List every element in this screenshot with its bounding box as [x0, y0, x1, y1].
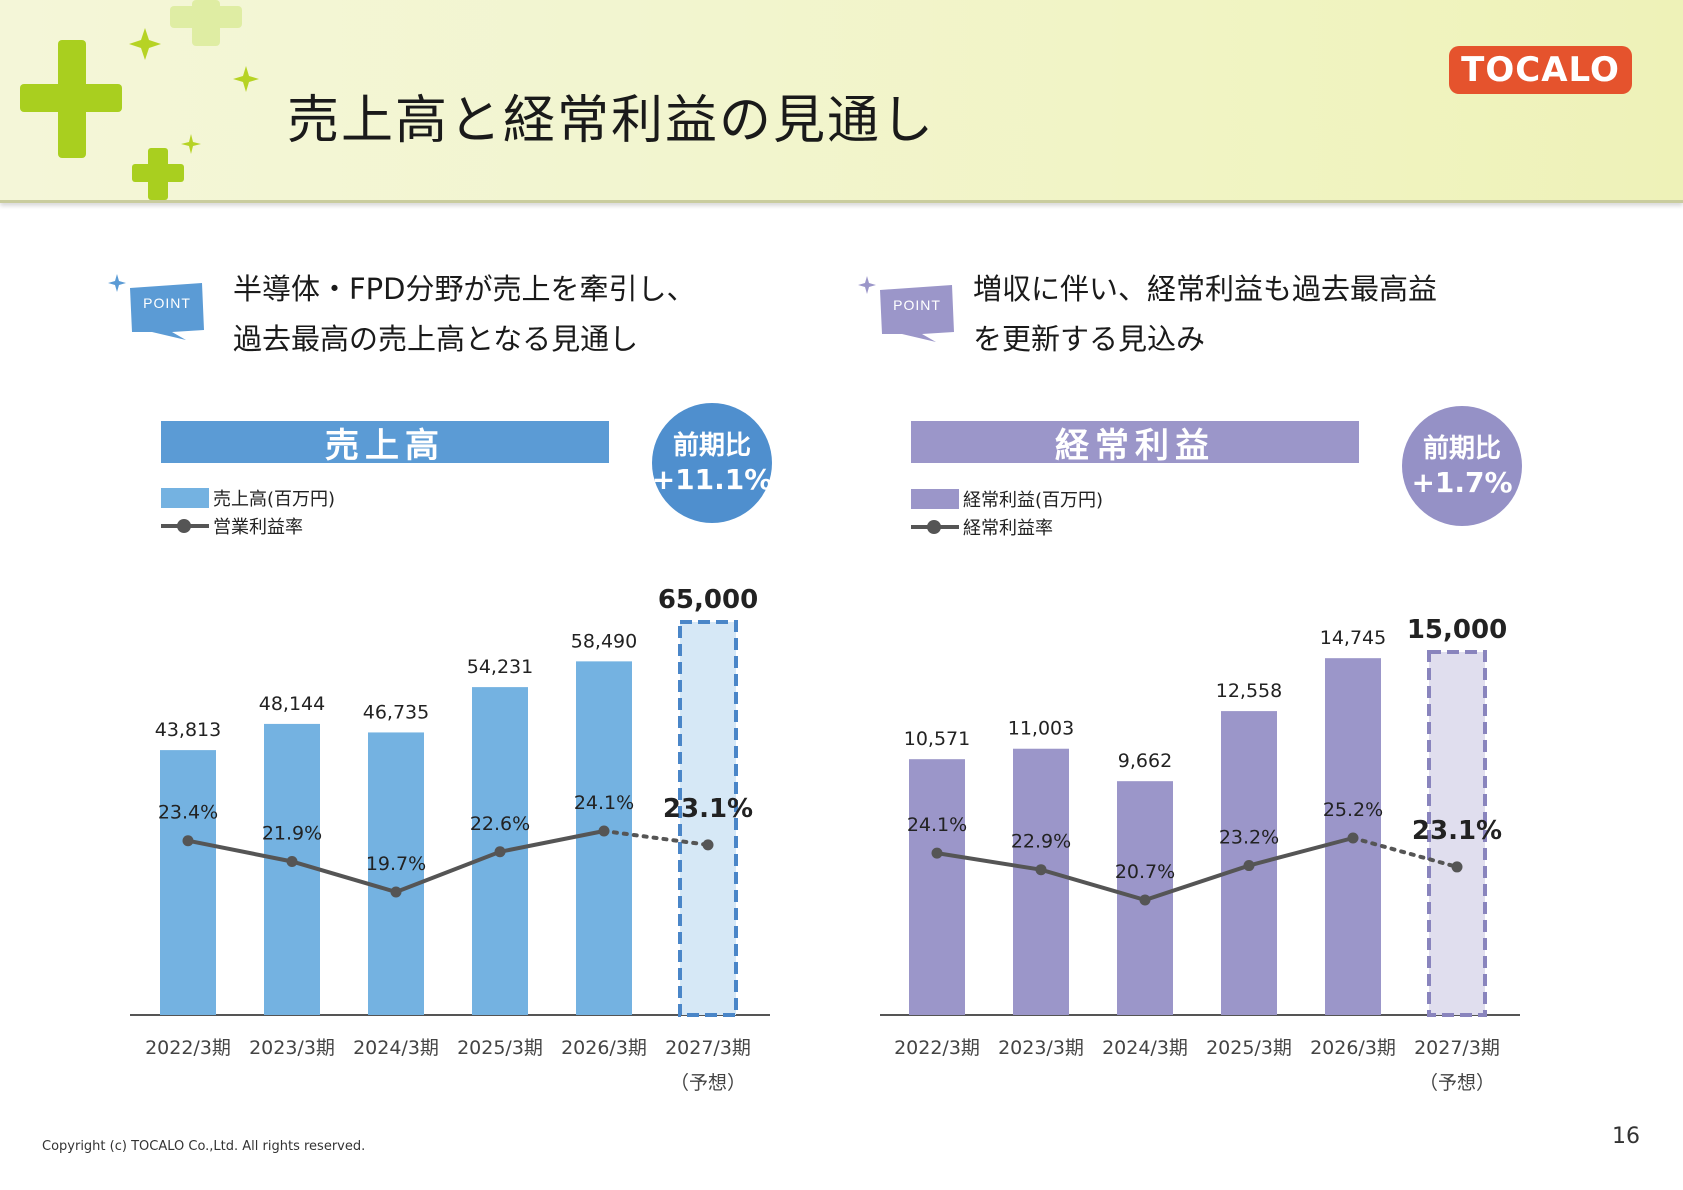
company-logo: TOCALO — [1449, 46, 1632, 94]
point-right-line-2: を更新する見込み — [973, 322, 1206, 356]
profit-growth-badge: 前期比 +1.7% — [1402, 406, 1522, 526]
sales-bar-0 — [160, 750, 216, 1015]
page-number: 16 — [1612, 1124, 1640, 1149]
sales-category-label-3: 2025/3期 — [457, 1037, 543, 1059]
profit-legend-bar-swatch — [911, 489, 959, 509]
sales-bar-label-2: 46,735 — [363, 701, 429, 723]
sales-chart: 43,813 2022/3期 48,144 2023/3期 46,735 2024/3期 5… — [130, 585, 770, 1094]
sales-chart-title: 売上高 — [161, 421, 609, 466]
profit-line-point-2 — [1139, 894, 1151, 906]
profit-line-label-1: 22.9% — [1011, 831, 1071, 853]
sales-line-point-5 — [702, 839, 714, 851]
point-right-line-1: 増収に伴い、経常利益も過去最高益 — [973, 272, 1438, 306]
profit-category-label-2: 2024/3期 — [1102, 1037, 1188, 1059]
profit-line-label-2: 20.7% — [1115, 861, 1175, 883]
page-title: 売上高と経常利益の見通し — [287, 91, 936, 151]
sales-legend-bar-swatch — [161, 488, 209, 508]
profit-line-label-0: 24.1% — [907, 814, 967, 836]
sales-badge-value: +11.1% — [651, 463, 773, 496]
profit-bar-5 — [1427, 650, 1487, 1017]
point-right-text: 増収に伴い、経常利益も過去最高益 を更新する見込み — [973, 264, 1437, 364]
sales-bar-4 — [576, 661, 632, 1015]
profit-bar-0 — [909, 759, 965, 1015]
profit-legend-bar-label: 経常利益(百万円) — [963, 490, 1104, 511]
profit-category-label-0: 2022/3期 — [894, 1037, 980, 1059]
sales-line-point-3 — [494, 846, 506, 858]
sales-bar-label-0: 43,813 — [155, 719, 221, 741]
sales-line-label-5: 23.1% — [663, 794, 753, 824]
sales-growth-badge: 前期比 +11.1% — [652, 403, 772, 523]
sales-line-point-1 — [286, 856, 298, 867]
point-left-line-2: 過去最高の売上高となる見通し — [233, 322, 639, 356]
sales-line-label-1: 21.9% — [262, 823, 322, 845]
point-right-icon: POINT — [858, 276, 954, 342]
sales-line-label-2: 19.7% — [366, 853, 426, 875]
sales-legend-line-swatch — [161, 516, 209, 536]
profit-chart-title: 経常利益 — [911, 421, 1359, 466]
profit-category-label-3: 2025/3期 — [1206, 1037, 1292, 1059]
point-left-icon: POINT — [108, 274, 204, 340]
profit-line-label-3: 23.2% — [1219, 827, 1279, 849]
profit-legend-line-swatch — [911, 517, 959, 537]
profit-line-point-1 — [1035, 864, 1047, 876]
sales-forecast-note: （予想） — [670, 1072, 746, 1094]
sales-line-forecast — [602, 829, 710, 847]
profit-line-label-4: 25.2% — [1323, 799, 1383, 821]
point-left-label: POINT — [143, 295, 191, 311]
sales-bar-label-1: 48,144 — [259, 693, 325, 715]
sales-line-point-0 — [182, 835, 194, 847]
profit-bar-label-1: 11,003 — [1008, 718, 1074, 740]
sales-bar-5 — [678, 620, 738, 1017]
profit-chart: 10,571 2022/3期 11,003 2023/3期 9,662 2024/3期 12… — [880, 615, 1520, 1094]
profit-badge-value: +1.7% — [1411, 466, 1513, 499]
profit-line-point-3 — [1243, 860, 1255, 872]
profit-line-point-5 — [1451, 861, 1463, 873]
profit-legend: 経常利益(百万円) 経常利益率 — [911, 485, 1103, 541]
profit-legend-line-label: 経常利益率 — [963, 518, 1053, 539]
profit-bar-label-5: 15,000 — [1407, 615, 1507, 645]
sales-category-label-0: 2022/3期 — [145, 1037, 231, 1059]
sales-badge-label: 前期比 — [672, 431, 751, 461]
sales-bar-label-4: 58,490 — [571, 630, 637, 652]
profit-line-point-4 — [1347, 832, 1359, 844]
profit-badge-label: 前期比 — [1422, 434, 1501, 464]
point-left-line-1: 半導体・FPD分野が売上を牽引し、 — [233, 272, 696, 306]
sales-category-label-1: 2023/3期 — [249, 1037, 335, 1059]
profit-line-point-0 — [931, 847, 943, 859]
profit-bar-label-2: 9,662 — [1118, 750, 1172, 772]
profit-bar-label-4: 14,745 — [1320, 627, 1386, 649]
sales-legend: 売上高(百万円) 営業利益率 — [161, 484, 335, 540]
sales-category-label-5: 2027/3期 — [665, 1037, 751, 1059]
point-right-label: POINT — [893, 297, 941, 313]
sales-bar-1 — [264, 723, 320, 1015]
profit-line-forecast — [1351, 836, 1459, 869]
profit-bar-1 — [1013, 748, 1069, 1015]
sales-line-label-4: 24.1% — [574, 792, 634, 814]
profit-forecast-note: （予想） — [1419, 1072, 1495, 1094]
profit-category-label-4: 2026/3期 — [1310, 1037, 1396, 1059]
profit-category-label-5: 2027/3期 — [1414, 1037, 1500, 1059]
profit-category-label-1: 2023/3期 — [998, 1037, 1084, 1059]
header-band: 売上高と経常利益の見通し TOCALO — [0, 0, 1683, 203]
profit-bar-label-0: 10,571 — [904, 728, 970, 750]
profit-bar-label-3: 12,558 — [1216, 680, 1282, 702]
sales-bar-label-3: 54,231 — [467, 656, 533, 678]
sales-line-label-3: 22.6% — [470, 813, 530, 835]
profit-line-label-5: 23.1% — [1412, 816, 1502, 846]
sales-line-point-4 — [598, 825, 610, 837]
copyright-text: Copyright (c) TOCALO Co.,Ltd. All rights… — [42, 1139, 366, 1154]
sales-category-label-4: 2026/3期 — [561, 1037, 647, 1059]
sales-line-label-0: 23.4% — [158, 802, 218, 824]
sales-bar-label-5: 65,000 — [658, 585, 758, 615]
sales-legend-line-label: 営業利益率 — [213, 517, 303, 538]
sparkle-decoration — [20, 0, 259, 200]
sales-bar-2 — [368, 732, 424, 1015]
sales-line-point-2 — [390, 886, 402, 898]
sales-category-label-2: 2024/3期 — [353, 1037, 439, 1059]
point-left-text: 半導体・FPD分野が売上を牽引し、 過去最高の売上高となる見通し — [233, 264, 696, 364]
sales-legend-bar-label: 売上高(百万円) — [213, 489, 336, 510]
